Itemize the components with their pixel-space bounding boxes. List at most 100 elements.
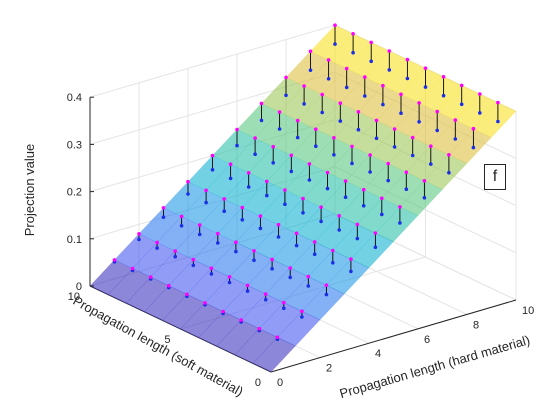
fitted-point bbox=[148, 275, 153, 279]
measured-point bbox=[324, 292, 329, 297]
measured-point bbox=[227, 280, 232, 285]
measured-point bbox=[294, 243, 299, 248]
z-tick-label: 0.4 bbox=[67, 92, 82, 104]
fitted-point bbox=[137, 232, 141, 236]
fitted-point bbox=[185, 292, 189, 297]
fitted-point bbox=[478, 92, 482, 96]
fitted-point bbox=[386, 161, 391, 166]
measured-point bbox=[234, 249, 238, 254]
fitted-point bbox=[263, 292, 268, 296]
x-tick-label: 10 bbox=[522, 305, 534, 317]
surface bbox=[89, 24, 517, 373]
measured-point bbox=[373, 245, 378, 249]
measured-point bbox=[459, 102, 464, 107]
measured-point bbox=[496, 119, 500, 124]
x-tick-label: 8 bbox=[473, 319, 479, 331]
fitted-point bbox=[246, 171, 251, 175]
fitted-point bbox=[167, 283, 171, 288]
measured-point bbox=[471, 145, 476, 150]
fitted-point bbox=[369, 40, 374, 45]
measured-point bbox=[435, 128, 440, 133]
fitted-point bbox=[380, 196, 384, 201]
fitted-point bbox=[314, 127, 318, 131]
measured-point bbox=[283, 202, 287, 206]
measured-point bbox=[363, 94, 367, 98]
measured-point bbox=[338, 119, 343, 123]
fitted-point bbox=[306, 274, 311, 279]
measured-point bbox=[410, 153, 415, 158]
fitted-point bbox=[302, 84, 306, 88]
fitted-point bbox=[257, 326, 262, 331]
fitted-point bbox=[295, 118, 300, 123]
data-points bbox=[112, 23, 500, 342]
fitted-point bbox=[350, 144, 354, 149]
measured-point bbox=[368, 170, 372, 174]
fitted-point bbox=[333, 23, 337, 28]
x-tick-label: 4 bbox=[375, 348, 381, 360]
fitted-point bbox=[325, 170, 330, 175]
x-tick-label: 0 bbox=[277, 377, 283, 389]
z-tick-label: 0.2 bbox=[67, 187, 82, 199]
measured-point bbox=[186, 192, 190, 196]
measured-point bbox=[209, 272, 214, 276]
measured-point bbox=[344, 85, 349, 90]
fitted-point bbox=[453, 118, 458, 122]
fitted-point bbox=[222, 197, 226, 201]
fitted-point bbox=[253, 136, 257, 140]
measured-point bbox=[277, 127, 282, 131]
measured-point bbox=[240, 218, 245, 222]
measured-point bbox=[422, 196, 427, 200]
measured-point bbox=[380, 212, 384, 217]
fitted-point bbox=[344, 66, 349, 71]
measured-point bbox=[441, 93, 446, 98]
measured-point bbox=[253, 152, 257, 156]
fitted-point bbox=[221, 309, 225, 314]
panel-label: f bbox=[484, 164, 506, 190]
fitted-point bbox=[216, 231, 220, 236]
z-tick-label: 0.3 bbox=[67, 139, 82, 151]
x-axis-line bbox=[270, 299, 517, 373]
fitted-point bbox=[265, 179, 269, 184]
fitted-point bbox=[284, 75, 288, 80]
fitted-point bbox=[130, 266, 135, 271]
measured-point bbox=[302, 102, 306, 106]
measured-point bbox=[478, 111, 482, 115]
fitted-point bbox=[252, 249, 256, 253]
fitted-point bbox=[112, 258, 117, 262]
measured-point bbox=[246, 185, 251, 189]
measured-point bbox=[271, 161, 276, 165]
measured-point bbox=[319, 219, 323, 224]
fitted-point bbox=[319, 205, 323, 209]
measured-point bbox=[282, 306, 286, 311]
fitted-point bbox=[203, 301, 207, 305]
measured-point bbox=[216, 241, 220, 245]
fitted-point bbox=[368, 153, 372, 157]
fitted-point bbox=[289, 153, 294, 158]
z-tick-label: 0 bbox=[76, 281, 82, 293]
fitted-point bbox=[161, 206, 166, 210]
measured-point bbox=[351, 50, 355, 55]
z-tick-label: 0.1 bbox=[67, 234, 82, 246]
measured-point bbox=[325, 186, 330, 191]
measured-point bbox=[270, 267, 274, 271]
fitted-point bbox=[209, 266, 214, 271]
fitted-point bbox=[405, 57, 410, 62]
fitted-point bbox=[471, 126, 476, 131]
fitted-point bbox=[351, 32, 355, 36]
measured-point bbox=[312, 252, 317, 256]
measured-point bbox=[222, 209, 226, 213]
x-tick-label: 2 bbox=[326, 363, 332, 375]
fitted-point bbox=[204, 188, 208, 193]
fitted-point bbox=[326, 58, 331, 62]
measured-point bbox=[405, 76, 410, 81]
fitted-point bbox=[459, 83, 464, 88]
measured-point bbox=[361, 204, 366, 208]
measured-point bbox=[288, 275, 293, 280]
fitted-point bbox=[239, 318, 243, 322]
fitted-point bbox=[338, 101, 343, 105]
fitted-point bbox=[429, 144, 433, 148]
measured-point bbox=[369, 59, 374, 64]
measured-point bbox=[337, 228, 342, 232]
fitted-point bbox=[363, 75, 367, 79]
